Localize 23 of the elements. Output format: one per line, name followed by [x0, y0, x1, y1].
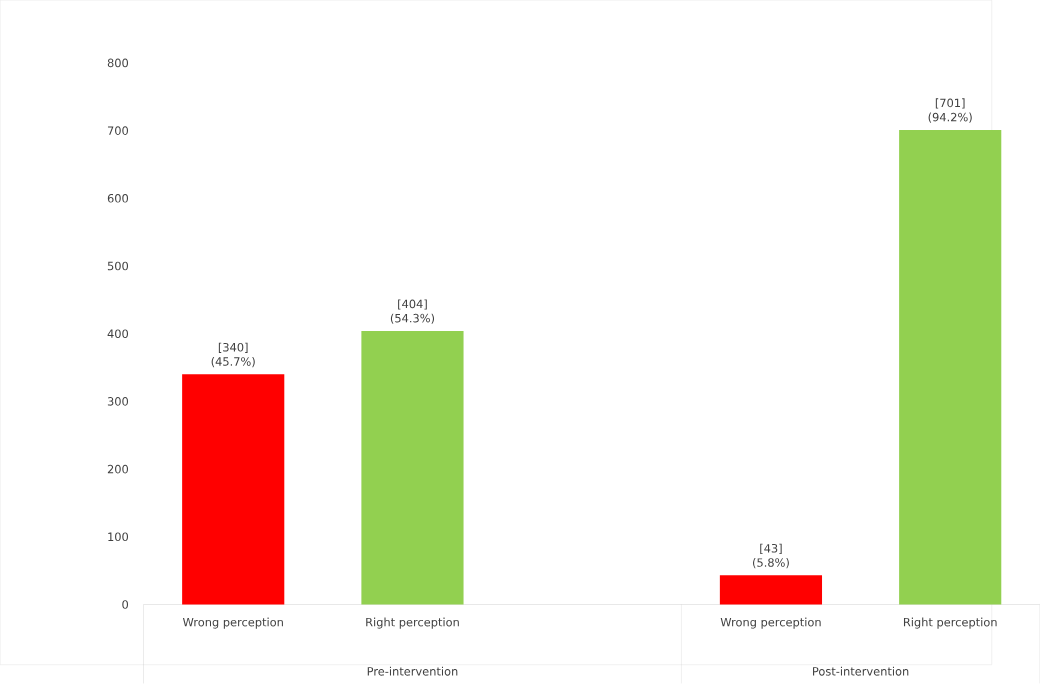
- y-tick-label: 600: [107, 194, 129, 203]
- x-tick-label: Wrong perception: [182, 617, 283, 629]
- bar: [899, 130, 1002, 605]
- y-tick-label: 500: [107, 261, 129, 271]
- bar: [361, 331, 464, 605]
- x-tick-label: Wrong perception: [720, 617, 821, 629]
- y-tick-label: 300: [107, 397, 129, 406]
- data-label: [340] (45.7%): [211, 342, 255, 368]
- data-label: [43] (5.8%): [753, 543, 789, 569]
- y-tick-label: 0: [122, 600, 129, 609]
- bar: [182, 374, 285, 605]
- data-label: [701] (94.2%): [928, 98, 972, 123]
- y-tick-label: 200: [107, 464, 129, 474]
- text: Pre-intervention: [367, 666, 458, 676]
- y-tick-label: 400: [107, 329, 129, 339]
- bar: [719, 575, 823, 605]
- y-tick-label: 100: [108, 532, 129, 542]
- y-tick-label: 700: [107, 126, 129, 136]
- y-tick-label: 800: [107, 58, 129, 68]
- data-label: [404] (54.3%): [390, 299, 435, 324]
- x-tick-label: Right perception: [366, 617, 459, 629]
- text: Post-intervention: [813, 666, 909, 676]
- x-tick-label: Right perception: [903, 617, 997, 629]
